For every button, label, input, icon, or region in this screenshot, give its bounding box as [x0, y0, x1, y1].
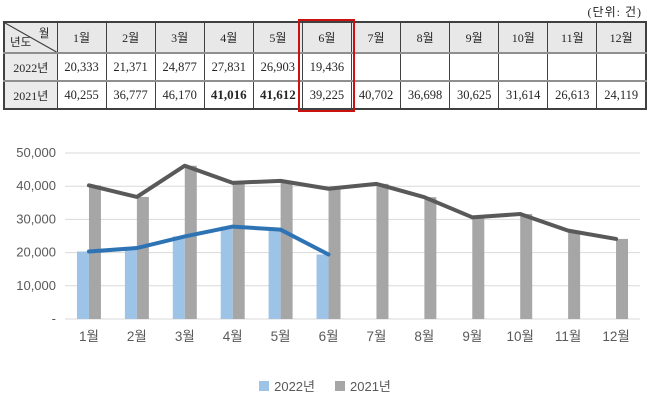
xtick-label-9월: 9월 [462, 329, 482, 344]
xtick-label-4월: 4월 [223, 329, 243, 344]
value-cell [400, 52, 451, 82]
bar-2022년-3월 [172, 236, 185, 319]
bar-2021년-3월 [184, 165, 197, 319]
xtick-label-8월: 8월 [414, 329, 434, 344]
value-cell: 24,119 [596, 80, 647, 110]
bar-2022년-4월 [220, 226, 233, 319]
value-cell: 46,170 [154, 80, 205, 110]
value-cell: 27,831 [203, 52, 254, 82]
value-cell: 41,612 [252, 80, 303, 110]
legend-item-2022: 2022년 [259, 376, 315, 395]
value-cell [547, 52, 598, 82]
value-cell-highlighted: 39,225 [301, 80, 352, 110]
combo-chart: - 10,000 20,000 30,000 40,000 50,000 1월 2월 3월 4월 5… [16, 145, 640, 344]
value-cell: 40,255 [56, 80, 107, 110]
xtick-label-10월: 10월 [506, 329, 533, 344]
ytick-label-0: - [52, 311, 56, 326]
bar-2022년-5월 [268, 229, 281, 319]
value-cell-highlighted: 19,436 [301, 52, 352, 82]
ytick-label-40000: 40,000 [16, 178, 56, 193]
xtick-label-12월: 12월 [602, 329, 629, 344]
xtick-label-1월: 1월 [79, 329, 99, 344]
ytick-label-20000: 20,000 [16, 245, 56, 260]
chart-legend: 2022년 2021년 [0, 376, 650, 395]
legend-label-2022: 2022년 [274, 379, 315, 394]
xtick-label-5월: 5월 [271, 329, 291, 344]
value-cell: 26,613 [547, 80, 598, 110]
bar-2021년-8월 [424, 197, 437, 319]
ytick-label-50000: 50,000 [16, 145, 56, 160]
month-header: 4월 [203, 21, 254, 54]
legend-swatch-2022 [259, 380, 270, 391]
value-cell: 20,333 [56, 52, 107, 82]
bar-2021년-6월 [328, 188, 341, 319]
value-cell: 41,016 [203, 80, 254, 110]
month-header: 1월 [56, 21, 107, 54]
ytick-label-30000: 30,000 [16, 211, 56, 226]
ytick-label-10000: 10,000 [16, 278, 56, 293]
corner-label-year: 년도 [10, 37, 32, 49]
bar-2021년-7월 [376, 183, 389, 319]
value-cell: 21,371 [105, 52, 156, 82]
corner-label-month: 월 [38, 28, 50, 40]
value-cell: 36,698 [400, 80, 451, 110]
table-corner-cell: 월 년도 [3, 21, 58, 54]
xtick-label-6월: 6월 [319, 329, 339, 344]
value-cell: 36,777 [105, 80, 156, 110]
value-cell: 24,877 [154, 52, 205, 82]
value-cell [350, 52, 402, 82]
value-cell: 30,625 [449, 80, 500, 110]
value-cell: 26,903 [252, 52, 303, 82]
bar-2022년-1월 [76, 251, 89, 319]
bar-2021년-4월 [232, 182, 245, 319]
xtick-label-2월: 2월 [127, 329, 147, 344]
xtick-label-7월: 7월 [366, 329, 386, 344]
value-cell [498, 52, 549, 82]
month-header: 5월 [252, 21, 303, 54]
row-label-2022: 2022년 [3, 52, 58, 82]
month-header: 2월 [105, 21, 156, 54]
table-row-2021: 2021년 40,255 36,777 46,170 41,016 41,612… [3, 80, 647, 110]
row-label-2021: 2021년 [3, 80, 58, 110]
month-header: 12월 [596, 21, 647, 54]
bar-2021년-12월 [616, 238, 629, 319]
bar-2021년-9월 [472, 217, 485, 319]
month-header-highlighted: 6월 [301, 21, 352, 54]
month-header: 7월 [350, 21, 402, 54]
table-row-2022: 2022년 20,333 21,371 24,877 27,831 26,903… [3, 52, 647, 82]
legend-item-2021: 2021년 [335, 376, 391, 395]
bar-2021년-5월 [280, 180, 293, 319]
bar-2022년-6월 [316, 254, 329, 319]
diagonal-divider [5, 23, 56, 52]
value-cell [449, 52, 500, 82]
month-header: 8월 [400, 21, 451, 54]
table-header-row: 월 년도 1월 2월 3월 4월 5월 6월 7월 8월 9월 10월 11월 … [3, 21, 647, 54]
xtick-label-11월: 11월 [555, 329, 581, 344]
xtick-label-3월: 3월 [175, 329, 195, 344]
month-header: 11월 [547, 21, 598, 54]
bar-2021년-2월 [136, 196, 149, 319]
month-header: 9월 [449, 21, 500, 54]
month-header: 10월 [498, 21, 549, 54]
unit-label: (단위: 건) [587, 5, 642, 19]
line-2021년 [86, 163, 619, 241]
bar-2022년-2월 [124, 248, 137, 319]
bar-2021년-11월 [568, 230, 581, 319]
legend-swatch-2021 [335, 380, 345, 391]
month-header: 3월 [154, 21, 205, 54]
value-cell: 31,614 [498, 80, 549, 110]
monthly-data-table: 월 년도 1월 2월 3월 4월 5월 6월 7월 8월 9월 10월 11월 … [3, 21, 647, 110]
bar-2021년-10월 [520, 214, 533, 319]
value-cell [596, 52, 647, 82]
value-cell: 40,702 [350, 80, 402, 110]
legend-label-2021: 2021년 [350, 379, 391, 394]
line-2022년 [86, 224, 331, 257]
